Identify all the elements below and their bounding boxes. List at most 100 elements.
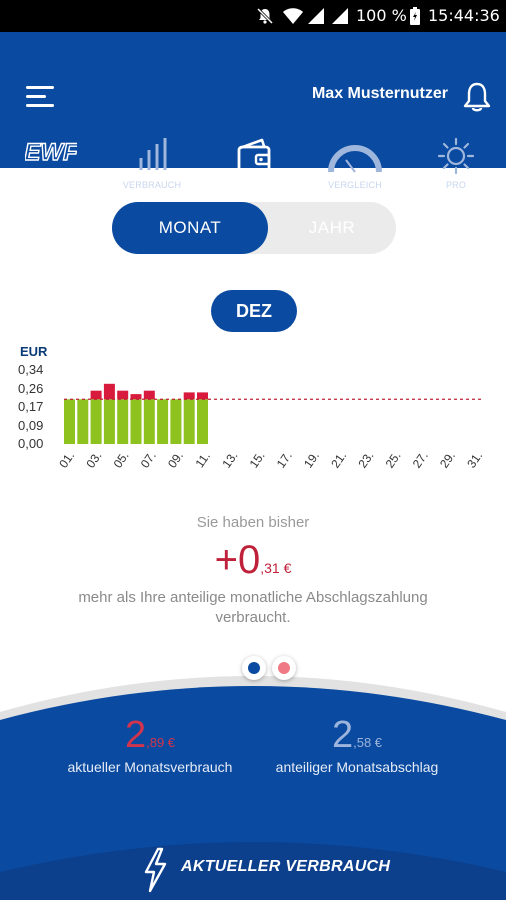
ewf-logo-text: EWF: [25, 139, 77, 166]
cost-difference-main: +0: [214, 538, 261, 582]
bar-day-11[interactable]: [197, 399, 208, 444]
current-consumption-value: 2,89 €: [40, 714, 260, 757]
nav-label-vergleich: VERGLEICH: [328, 180, 382, 190]
bar-day-2[interactable]: [77, 399, 89, 444]
nav-label-verbrauch: VERBRAUCH: [122, 180, 182, 190]
y-tick-label: 0,26: [18, 381, 44, 396]
bar-day-9[interactable]: [170, 399, 182, 444]
bar-day-5[interactable]: [117, 399, 129, 444]
bar-excess-day-5[interactable]: [117, 390, 129, 400]
menu-button[interactable]: [26, 86, 54, 108]
current-consumption-button[interactable]: AKTUELLER VERBRAUCH: [0, 845, 506, 895]
nav-item-vergleich[interactable]: VERGLEICH: [320, 132, 390, 200]
bottom-panel-background: [0, 676, 506, 900]
menu-line: [26, 86, 54, 89]
notifications-bell-icon[interactable]: [460, 80, 494, 114]
x-tick-label: 27.: [410, 449, 431, 471]
monthly-installment-value: 2,58 €: [250, 714, 464, 757]
page-indicator-dot-1[interactable]: [242, 656, 266, 680]
battery-icon: [410, 7, 420, 25]
wifi-icon: [283, 8, 303, 24]
current-consumption-button-label: AKTUELLER VERBRAUCH: [181, 858, 391, 875]
x-tick-label: 31.: [464, 449, 485, 471]
bar-excess-day-6[interactable]: [130, 394, 142, 400]
main-navigation: EWF START VERBRAUCH: [0, 132, 506, 200]
current-consumption-caption: aktueller Monatsverbrauch: [67, 759, 233, 775]
summary-text: mehr als Ihre anteilige monatliche Absch…: [78, 589, 428, 626]
current-consumption-fraction: ,89 €: [146, 735, 176, 750]
stat-current-consumption: 2,89 € aktueller Monatsverbrauch: [40, 714, 260, 775]
chart-plot: 01. 03. 05. 07. 09. 11. 13. 15. 17. 19. 21. 23. 25. 2…: [56, 383, 485, 471]
bar-excess-day-7[interactable]: [143, 390, 155, 400]
y-tick-label: 0,17: [18, 399, 44, 414]
bar-day-4[interactable]: [103, 399, 115, 444]
x-tick-label: 01.: [56, 449, 77, 471]
bar-day-8[interactable]: [157, 399, 169, 444]
x-tick-label: 03.: [83, 449, 104, 471]
clock: 15:44:36: [428, 6, 500, 25]
gauge-icon: [328, 145, 382, 173]
bar-day-6[interactable]: [130, 399, 142, 444]
bar-day-3[interactable]: [90, 399, 102, 444]
y-tick-label: 0,09: [18, 418, 44, 433]
bar-excess-day-10[interactable]: [183, 392, 195, 400]
menu-line: [26, 95, 46, 98]
menu-line: [26, 104, 54, 107]
tab-monat[interactable]: MONAT: [112, 202, 268, 254]
x-tick-label: 19.: [301, 449, 322, 471]
bar-day-7[interactable]: [143, 399, 155, 444]
app-header: Max Musternutzer EWF START VERBRAUCH: [0, 32, 506, 190]
bar-chart-icon: [139, 138, 167, 170]
nav-label-abschlag: ABSCHLAG: [228, 180, 280, 190]
signal-icon: [332, 8, 348, 24]
wallet-icon: [237, 138, 271, 174]
nav-item-pro[interactable]: PRO: [421, 132, 491, 200]
monthly-installment-fraction: ,58 €: [353, 735, 383, 750]
status-bar: 100 % 15:44:36: [0, 0, 506, 32]
page-indicator-dot-2[interactable]: [272, 656, 296, 680]
x-tick-label: 29.: [437, 449, 458, 471]
x-tick-label: 11.: [192, 449, 213, 470]
x-tick-label: 05.: [111, 449, 132, 471]
x-tick-label: 25.: [383, 449, 404, 471]
bar-excess-day-3[interactable]: [90, 390, 102, 400]
bar-day-10[interactable]: [183, 399, 195, 444]
cost-difference-fraction: ,31 €: [260, 560, 292, 576]
current-consumption-main: 2: [124, 714, 147, 756]
x-tick-label: 23.: [355, 449, 376, 471]
tab-jahr[interactable]: JAHR: [308, 218, 356, 237]
x-tick-label: 09.: [165, 449, 186, 471]
nav-item-abschlag[interactable]: ABSCHLAG: [219, 132, 289, 200]
month-selector[interactable]: DEZ: [211, 290, 297, 332]
bar-excess-day-4[interactable]: [103, 383, 115, 400]
sun-icon: [437, 137, 475, 175]
daily-cost-chart: EUR 0,34 0,26 0,17 0,09 0,00 01. 03. 05. 07…: [0, 340, 506, 500]
bell-off-icon: [256, 7, 274, 25]
summary-intro: Sie haben bisher: [196, 514, 310, 531]
bar-day-1[interactable]: [64, 399, 75, 444]
nav-item-start[interactable]: EWF START: [16, 132, 86, 200]
signal-icon: [308, 8, 324, 24]
battery-level: 100 %: [356, 6, 407, 25]
nav-label-start: START: [36, 180, 66, 190]
y-tick-label: 0,34: [18, 362, 44, 377]
bar-excess-day-11[interactable]: [197, 392, 208, 400]
period-toggle: MONAT JAHR: [112, 202, 396, 254]
lightning-icon: [144, 847, 167, 893]
monthly-installment-caption: anteiliger Monatsabschlag: [275, 759, 439, 775]
monthly-installment-main: 2: [331, 714, 354, 756]
ewf-logo-icon: EWF: [25, 138, 77, 166]
stat-monthly-installment: 2,58 € anteiliger Monatsabschlag: [250, 714, 464, 775]
x-tick-label: 07.: [138, 449, 159, 471]
x-tick-label: 21.: [328, 449, 349, 471]
y-tick-label: 0,00: [18, 436, 44, 451]
nav-label-pro: PRO: [445, 180, 467, 190]
y-axis-unit: EUR: [20, 344, 48, 359]
x-tick-label: 13.: [219, 449, 240, 471]
nav-item-verbrauch[interactable]: VERBRAUCH: [117, 132, 187, 200]
x-tick-label: 17.: [274, 449, 295, 471]
user-name[interactable]: Max Musternutzer: [311, 85, 448, 102]
cost-difference: +0,31 €: [0, 538, 506, 583]
x-tick-label: 15.: [247, 449, 268, 471]
